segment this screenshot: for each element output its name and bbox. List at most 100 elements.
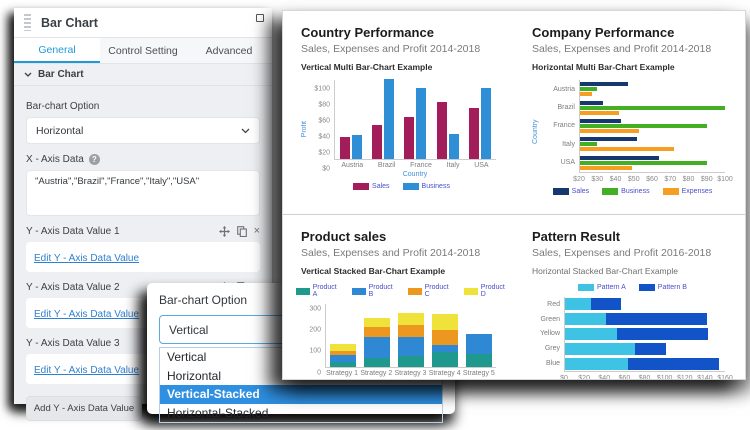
bar-chart-option-select[interactable]: Horizontal	[26, 117, 260, 144]
popout-icon[interactable]	[256, 14, 264, 22]
axis-tick: $0	[560, 375, 568, 379]
legend-swatch	[662, 188, 679, 195]
category-label: Green	[540, 315, 560, 323]
bar-row: Red	[532, 298, 725, 311]
bar-group	[330, 343, 356, 367]
popup-label: Bar-chart Option	[159, 293, 248, 307]
bar	[579, 128, 640, 133]
bar-chart-accordion-toggle[interactable]: Bar Chart	[14, 64, 272, 86]
bar	[579, 100, 603, 105]
bar-row: Yellow	[532, 327, 725, 340]
axis-tick: $100	[656, 375, 673, 379]
chart-canvas-vertical-multi: Profit $0 $20 $40 $60 $80 $100 Austria Brazil Fra…	[301, 79, 502, 190]
tab-general[interactable]: General	[14, 38, 100, 63]
bar-segment	[635, 342, 666, 355]
axis-tick: $50	[627, 176, 640, 183]
bar-segment	[466, 333, 492, 354]
bar	[579, 142, 598, 147]
bar-stack	[398, 313, 424, 367]
bar	[340, 137, 351, 159]
edit-y-axis-link[interactable]: Edit Y - Axis Data Value	[34, 253, 140, 264]
select-value: Horizontal	[36, 124, 84, 137]
axis-tick: $160	[717, 375, 733, 379]
edit-y-axis-link[interactable]: Edit Y - Axis Data Value	[34, 365, 140, 376]
bar-segment	[606, 313, 707, 326]
legend-label: Sales	[372, 183, 390, 190]
legend-item: Product D	[464, 284, 507, 298]
legend-label: Product A	[312, 284, 337, 298]
charts-panel: Country Performance Sales, Expenses and …	[282, 10, 746, 380]
bar	[468, 107, 479, 159]
axis-tick: $60	[618, 375, 631, 379]
bar-segment	[364, 358, 390, 367]
move-icon[interactable]	[218, 226, 230, 237]
bar-segment	[432, 329, 458, 346]
chart-example-label: Vertical Stacked Bar-Chart Example	[301, 266, 446, 276]
bar-segment	[398, 324, 424, 337]
drag-handle-icon[interactable]	[24, 14, 31, 31]
bar-segment	[432, 345, 458, 353]
bar-stack	[564, 327, 725, 340]
bar-segment	[364, 327, 390, 338]
option-vertical[interactable]: Vertical	[167, 350, 207, 365]
help-icon[interactable]: ?	[88, 154, 100, 165]
bar	[372, 124, 383, 159]
chart-subtitle: Sales, Expenses and Profit 2014-2018	[301, 43, 481, 55]
chart-canvas-horizontal-multi: Country Austria Brazil France Italy USA $20 $30…	[532, 80, 733, 195]
bar	[404, 116, 415, 159]
axis-tick: $40	[318, 133, 330, 141]
bar	[352, 135, 363, 159]
bar-segment	[564, 298, 592, 311]
bar	[579, 123, 707, 128]
settings-tab-bar: General Control Setting Advanced	[14, 38, 272, 64]
add-y-axis-button[interactable]: Add Y - Axis Data Value	[26, 396, 142, 421]
chart-subtitle: Sales, Expenses and Profit 2014-2018	[301, 247, 481, 259]
option-horizontal[interactable]: Horizontal	[167, 368, 222, 383]
category-label: Brazil	[557, 104, 575, 112]
y-axis-title: Country	[532, 119, 539, 144]
bar-stack	[432, 314, 458, 367]
plot-area: Austria Brazil France Italy USA	[541, 80, 725, 172]
x-axis-data-label-row: X - Axis Data ?	[26, 154, 260, 165]
axis-tick: $100	[717, 176, 733, 183]
plot-area	[334, 79, 496, 160]
bar-segment	[330, 343, 356, 352]
axis-tick: $80	[638, 375, 651, 379]
axis-tick: $20	[318, 149, 330, 157]
bar-stack	[564, 357, 725, 370]
panel-body: Bar-chart Option Horizontal X - Axis Dat…	[14, 86, 272, 421]
legend-item: Sales	[552, 188, 590, 195]
bar-segment	[564, 327, 618, 340]
category-label: Strategy 5	[462, 370, 495, 377]
bar-segment	[330, 354, 356, 362]
option-horizontal-stacked[interactable]: Horizontal-Stacked	[167, 405, 269, 420]
legend-swatch	[408, 287, 422, 295]
x-axis-ticks: $20 $30 $40 $50 $60 $70 $80 $90 $100	[573, 172, 733, 183]
bar-chart-option-label: Bar-chart Option	[26, 101, 100, 112]
delete-icon[interactable]: ×	[253, 225, 260, 237]
bar-group	[432, 314, 458, 367]
option-vertical-stacked[interactable]: Vertical-Stacked	[160, 385, 442, 404]
legend-label: Sales	[571, 188, 590, 195]
legend-label: Product C	[424, 284, 449, 298]
bar	[579, 92, 592, 97]
x-axis-data-label: X - Axis Data	[26, 154, 84, 165]
bar-segment	[564, 342, 636, 355]
edit-y-axis-link[interactable]: Edit Y - Axis Data Value	[34, 309, 140, 320]
bar	[579, 160, 707, 165]
x-axis-data-input[interactable]: "Austria","Brazil","France","Italy","USA…	[26, 170, 260, 216]
chart-example-label: Horizontal Multi Bar-Chart Example	[532, 62, 675, 72]
tab-advanced[interactable]: Advanced	[205, 44, 253, 57]
chart-title: Country Performance	[301, 25, 434, 40]
bar-segment	[466, 353, 492, 367]
bar	[480, 87, 491, 159]
bar-group	[404, 87, 427, 159]
chart-legend: Sales Business	[301, 183, 502, 190]
panel-header: Bar Chart	[14, 8, 272, 38]
copy-icon[interactable]	[236, 226, 247, 237]
bar-stack	[564, 313, 725, 326]
legend-item: Product B	[351, 284, 395, 298]
tab-control-setting[interactable]: Control Setting	[108, 44, 178, 57]
axis-tick: $100	[314, 85, 330, 93]
